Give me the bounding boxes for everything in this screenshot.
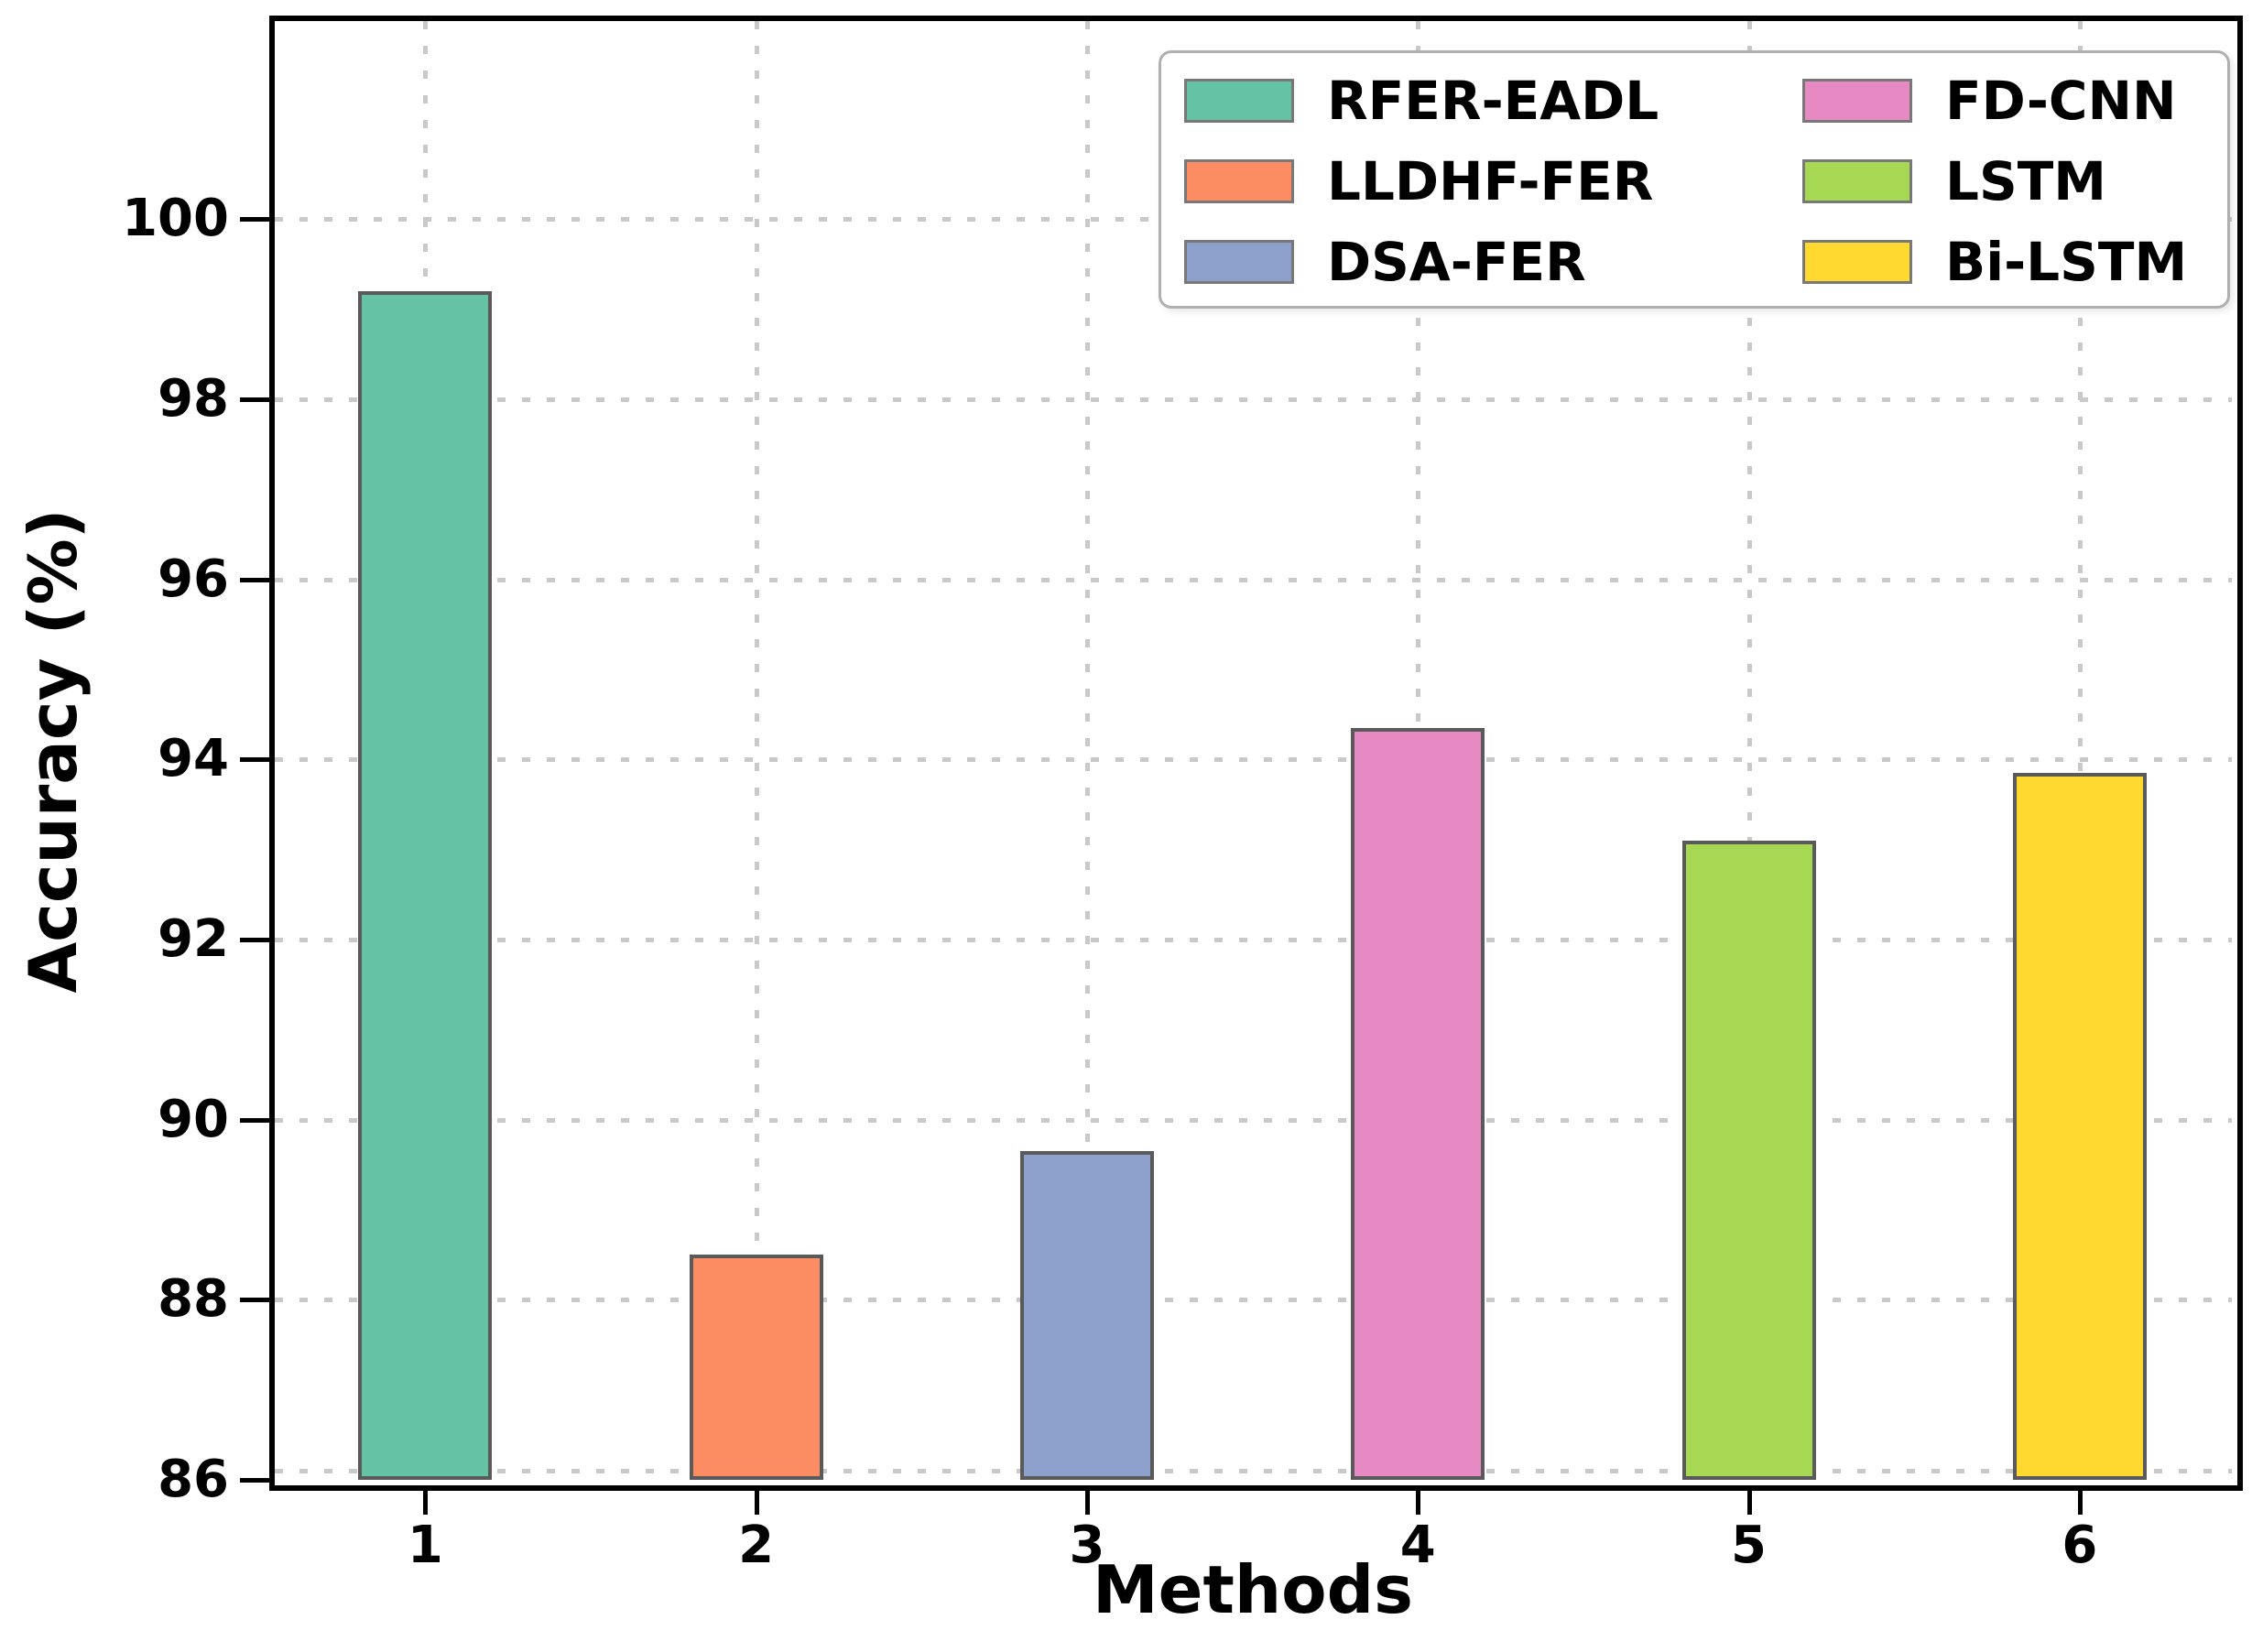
legend-label: RFER-EADL	[1327, 70, 1659, 132]
bar-lldhf-fer	[689, 1255, 823, 1480]
y-tick-label: 94	[158, 729, 229, 789]
y-tick	[240, 1478, 269, 1483]
bar-bi-lstm	[2012, 773, 2147, 1480]
x-tick	[1416, 1485, 1421, 1515]
legend-label: FD-CNN	[1945, 70, 2177, 132]
y-tick-label: 96	[158, 549, 229, 609]
legend-item-lstm: LSTM	[1802, 152, 2106, 211]
x-tick	[1746, 1485, 1752, 1515]
bar-lstm	[1681, 840, 1816, 1480]
x-tick-label: 3	[1069, 1516, 1105, 1575]
legend: RFER-EADL LLDHF-FER DSA-FER FD-CNN LSTM Bi-LS…	[1159, 50, 2230, 309]
legend-swatch-dsa-fer	[1184, 240, 1294, 284]
legend-label: DSA-FER	[1327, 231, 1586, 293]
x-tick-label: 1	[407, 1516, 443, 1575]
legend-swatch-rfer-eadl	[1184, 79, 1294, 123]
legend-label: Bi-LSTM	[1945, 231, 2188, 293]
x-axis-label: Methods	[1092, 1551, 1414, 1628]
gridline-horizontal	[275, 1469, 2232, 1473]
gridline-vertical	[1084, 21, 1090, 1480]
gridline-horizontal	[275, 1117, 2232, 1123]
x-tick-label: 6	[2062, 1516, 2098, 1575]
legend-swatch-lldhf-fer	[1184, 159, 1294, 203]
y-tick	[240, 217, 269, 223]
legend-item-dsa-fer: DSA-FER	[1184, 233, 1586, 291]
legend-swatch-bi-lstm	[1802, 240, 1912, 284]
bar-dsa-fer	[1019, 1151, 1154, 1480]
legend-label: LSTM	[1945, 150, 2107, 212]
x-tick	[423, 1485, 429, 1515]
x-tick-label: 5	[1731, 1516, 1767, 1575]
legend-item-fd-cnn: FD-CNN	[1802, 71, 2177, 130]
y-tick	[240, 1298, 269, 1303]
legend-swatch-fd-cnn	[1802, 79, 1912, 123]
y-tick-label: 86	[158, 1450, 229, 1509]
legend-swatch-lstm	[1802, 159, 1912, 203]
gridline-horizontal	[275, 397, 2232, 402]
x-tick-label: 4	[1399, 1516, 1436, 1575]
gridline-horizontal	[275, 757, 2232, 763]
y-tick	[240, 397, 269, 402]
legend-item-lldhf-fer: LLDHF-FER	[1184, 152, 1653, 211]
legend-item-bi-lstm: Bi-LSTM	[1802, 233, 2187, 291]
x-tick	[2077, 1485, 2083, 1515]
bar-rfer-eadl	[358, 291, 493, 1480]
gridline-vertical	[2077, 21, 2083, 1480]
x-tick	[754, 1485, 759, 1515]
gridline-vertical	[754, 21, 759, 1480]
y-tick-label: 88	[158, 1269, 229, 1330]
y-tick	[240, 757, 269, 763]
y-tick-label: 92	[158, 909, 229, 969]
y-tick-label: 100	[122, 189, 229, 249]
y-tick	[240, 577, 269, 582]
gridline-horizontal	[275, 1298, 2232, 1303]
gridline-horizontal	[275, 577, 2232, 582]
gridline-horizontal	[275, 938, 2232, 942]
bar-fd-cnn	[1351, 727, 1485, 1480]
legend-item-rfer-eadl: RFER-EADL	[1184, 71, 1659, 130]
y-tick-label: 90	[158, 1089, 229, 1149]
x-tick-label: 2	[738, 1516, 775, 1575]
x-tick	[1084, 1485, 1090, 1515]
y-tick	[240, 938, 269, 942]
y-tick	[240, 1117, 269, 1123]
gridline-vertical	[1746, 21, 1752, 1480]
legend-label: LLDHF-FER	[1327, 150, 1654, 212]
y-tick-label: 98	[158, 369, 229, 429]
